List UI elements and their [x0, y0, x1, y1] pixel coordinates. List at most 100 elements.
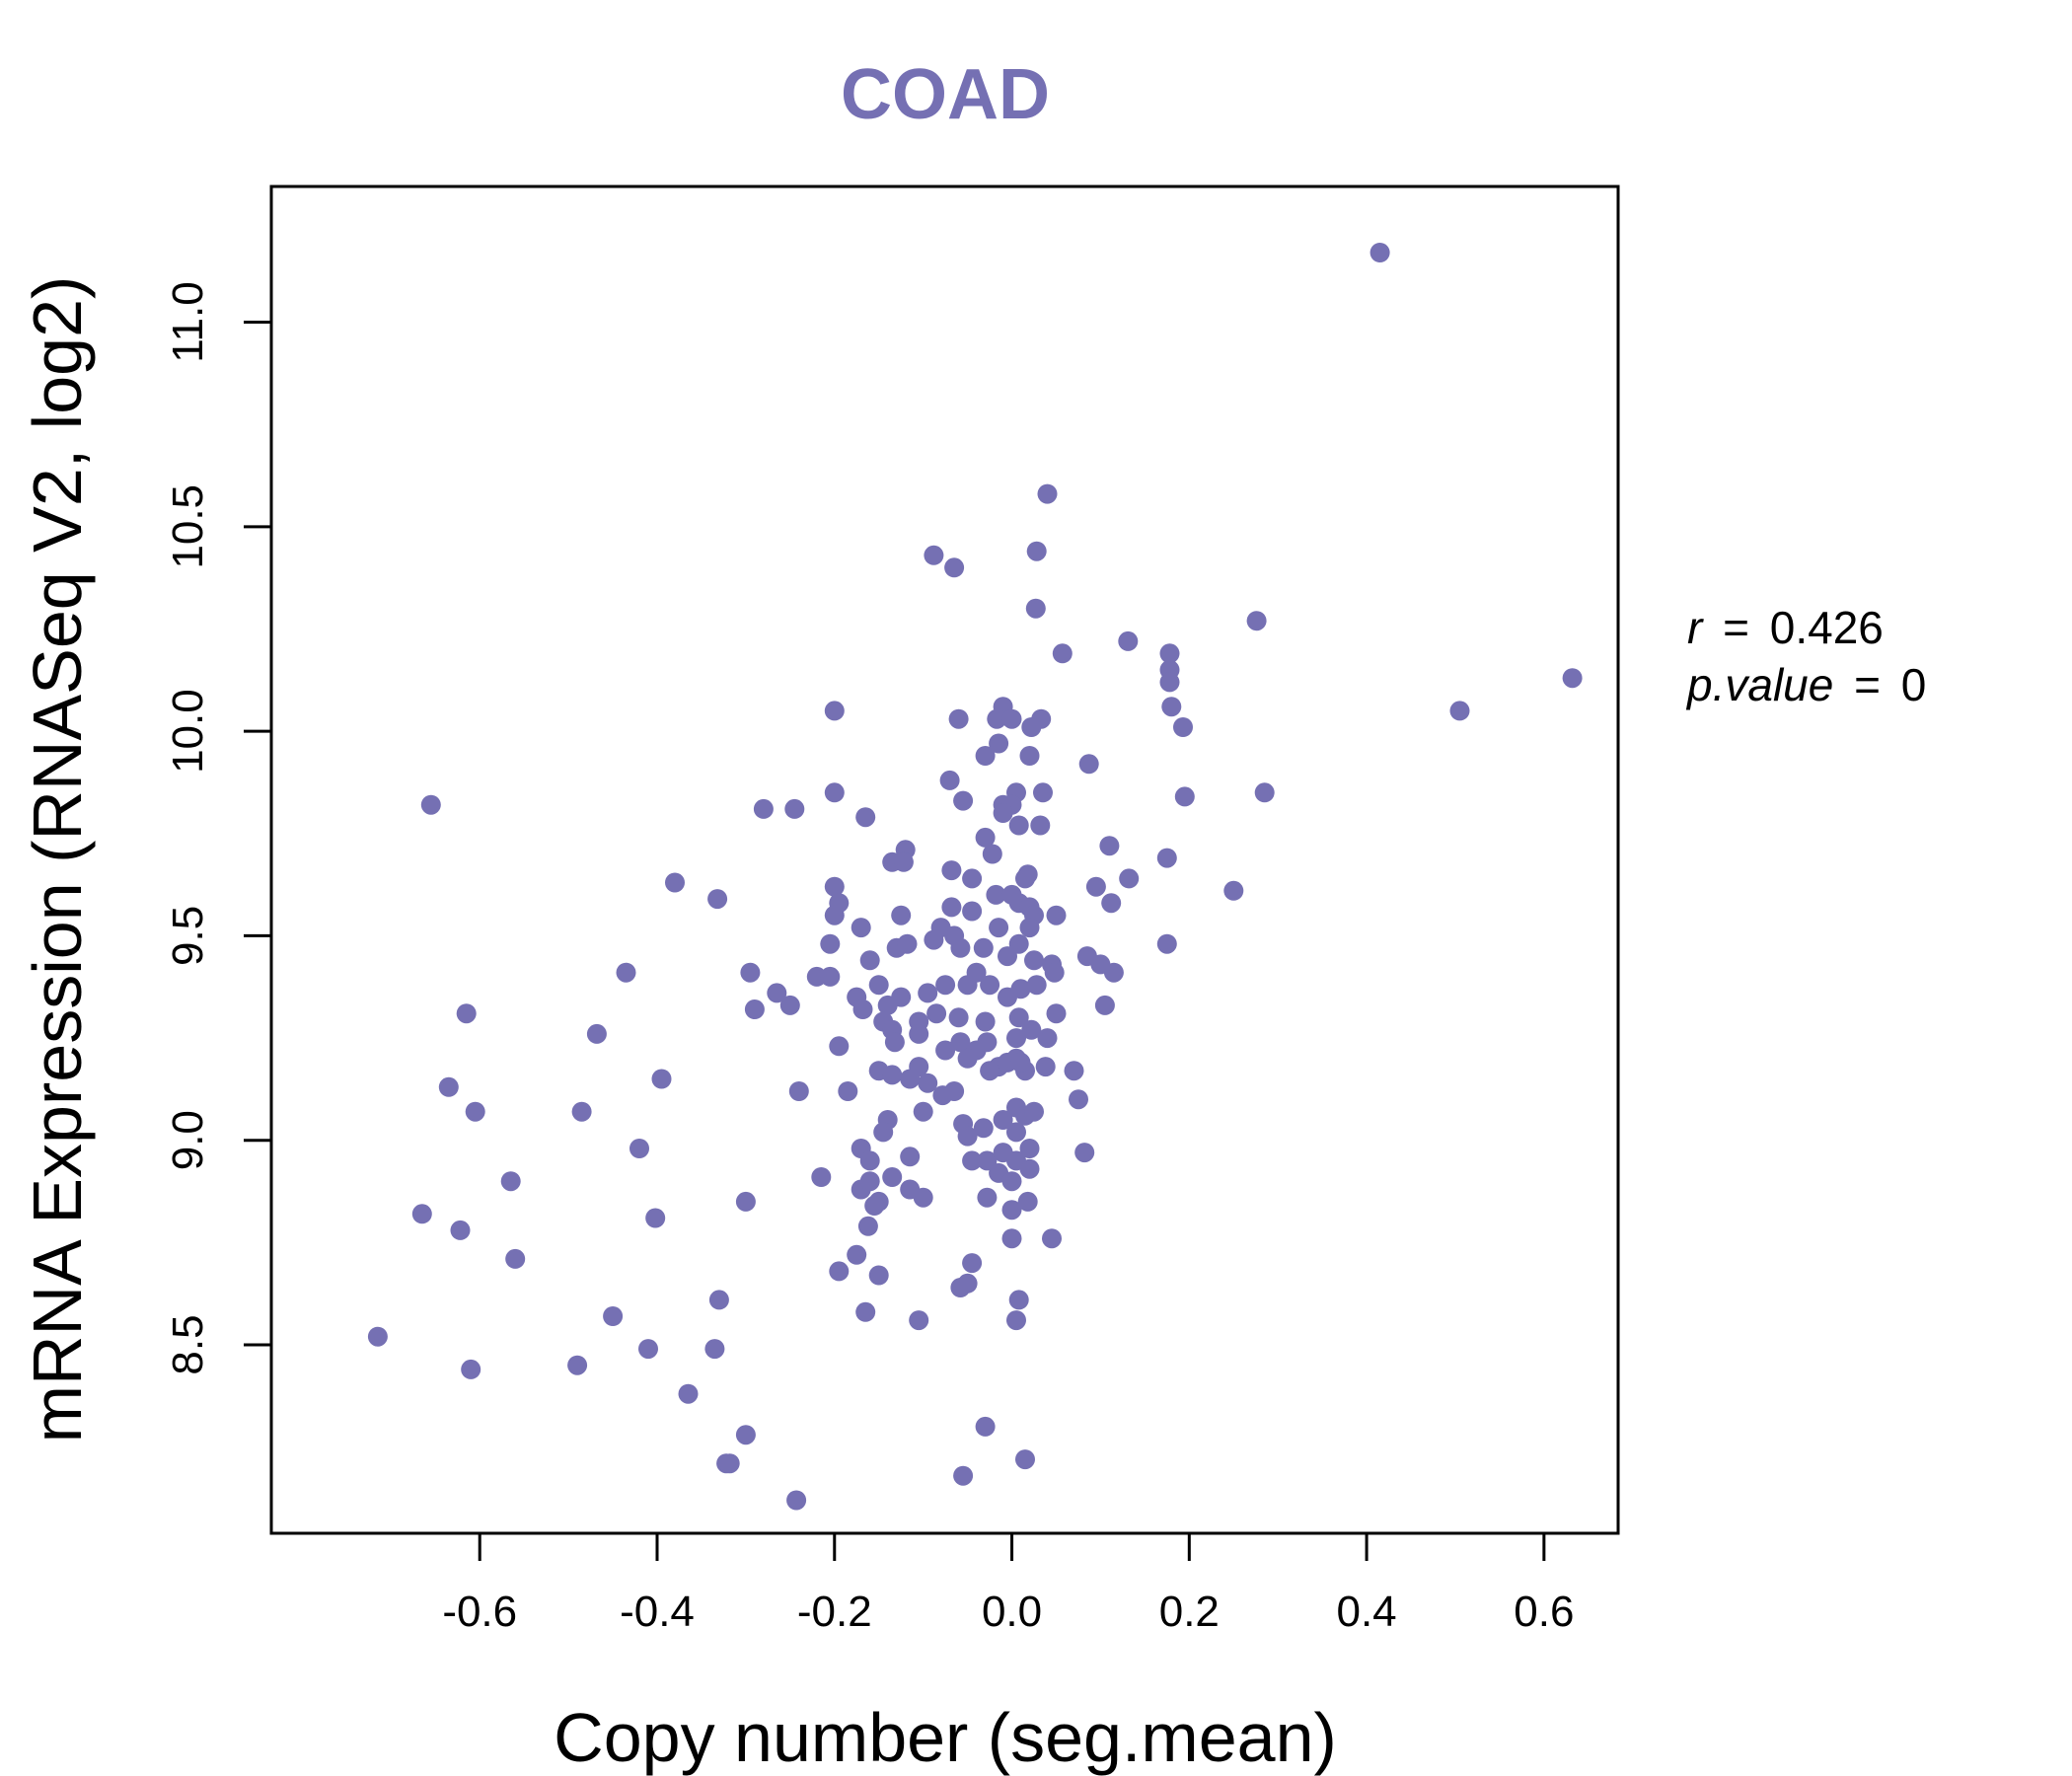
data-point [1008, 1007, 1029, 1028]
data-point [838, 1081, 858, 1101]
correlation-stat: r = 0.426 [1687, 602, 1884, 653]
data-point [1024, 1101, 1044, 1122]
data-point [864, 1196, 885, 1216]
data-point [957, 1048, 978, 1069]
data-point [851, 918, 871, 938]
data-point [891, 987, 912, 1007]
data-point [986, 884, 1006, 905]
data-point [859, 1150, 880, 1171]
data-point [603, 1306, 624, 1326]
data-point [975, 827, 996, 848]
data-point [989, 918, 1009, 938]
data-point [586, 1023, 607, 1044]
data-point [824, 782, 845, 803]
data-point [1069, 1089, 1088, 1110]
data-point [420, 794, 441, 815]
data-point [939, 770, 960, 790]
data-point [1037, 1028, 1058, 1049]
data-point [1019, 918, 1040, 938]
data-point [1010, 1052, 1031, 1073]
data-point [1006, 1122, 1026, 1143]
data-point [1449, 701, 1470, 721]
data-point [953, 1465, 974, 1486]
data-point [1099, 836, 1120, 856]
data-point [859, 950, 880, 971]
data-point [982, 844, 1002, 864]
chart-title: COAD [841, 55, 1050, 134]
data-point [993, 1110, 1013, 1130]
data-point [948, 1007, 969, 1028]
data-point [450, 1220, 471, 1240]
data-point [909, 1310, 929, 1331]
y-axis: 8.5 9.0 9.5 10.0 10.5 11.0 [164, 281, 273, 1375]
data-point [820, 933, 841, 954]
p-equals: = [1854, 659, 1881, 710]
data-point [829, 1261, 850, 1282]
data-point [1118, 630, 1139, 651]
data-point [966, 962, 987, 983]
r-label: r [1687, 602, 1704, 653]
data-point [767, 983, 787, 1003]
data-point [567, 1355, 588, 1375]
data-point [847, 1244, 867, 1265]
data-point [1046, 905, 1067, 925]
data-point [811, 1167, 832, 1187]
data-point [1173, 717, 1193, 737]
data-point [909, 1057, 929, 1077]
y-tick-label: 11.0 [164, 281, 212, 362]
data-point [505, 1248, 526, 1269]
data-point [882, 1167, 903, 1187]
data-point [924, 545, 944, 565]
data-point [1026, 541, 1047, 561]
data-point [1026, 975, 1047, 996]
data-point [935, 1040, 956, 1061]
r-equals: = [1723, 602, 1749, 653]
data-point [977, 1187, 998, 1208]
data-point [897, 933, 918, 954]
data-point [926, 1003, 947, 1024]
data-point [868, 975, 889, 996]
data-point [1035, 1057, 1056, 1077]
data-point [1052, 643, 1073, 664]
data-point [786, 1490, 807, 1511]
data-point [1254, 782, 1275, 803]
data-point [1156, 848, 1177, 868]
data-point [913, 1187, 933, 1208]
x-axis: -0.6 -0.4 -0.2 0.0 0.2 0.4 0.6 [442, 1531, 1574, 1636]
data-point [950, 937, 971, 958]
data-point [1103, 962, 1124, 983]
data-point [975, 746, 996, 766]
data-point [456, 1003, 477, 1024]
data-point [678, 1383, 699, 1404]
data-point [900, 1147, 921, 1167]
data-point [852, 999, 873, 1019]
data-point [1001, 1200, 1022, 1221]
data-point [941, 897, 962, 918]
data-point [651, 1069, 672, 1089]
data-point [918, 983, 938, 1003]
data-point [962, 1253, 983, 1274]
data-point [1094, 995, 1115, 1015]
p-value-stat: p.value = 0 [1685, 659, 1926, 710]
data-point [1119, 868, 1140, 889]
data-point [1044, 962, 1065, 983]
data-point [629, 1139, 649, 1158]
data-point [744, 999, 765, 1019]
y-tick-label: 8.5 [164, 1314, 212, 1374]
data-point [950, 1278, 971, 1297]
data-point [438, 1076, 459, 1097]
data-point [1085, 876, 1106, 897]
data-point [1001, 1171, 1022, 1192]
data-point [1223, 880, 1244, 901]
data-point [824, 876, 845, 897]
data-point [1159, 672, 1180, 693]
data-point [788, 1081, 809, 1101]
data-point [1033, 782, 1053, 803]
data-point [950, 1032, 971, 1053]
data-point [857, 1216, 878, 1236]
data-point [973, 937, 994, 958]
x-axis-label: Copy number (seg.mean) [554, 1699, 1337, 1776]
data-point [893, 851, 914, 872]
x-tick-label: -0.6 [442, 1588, 517, 1636]
